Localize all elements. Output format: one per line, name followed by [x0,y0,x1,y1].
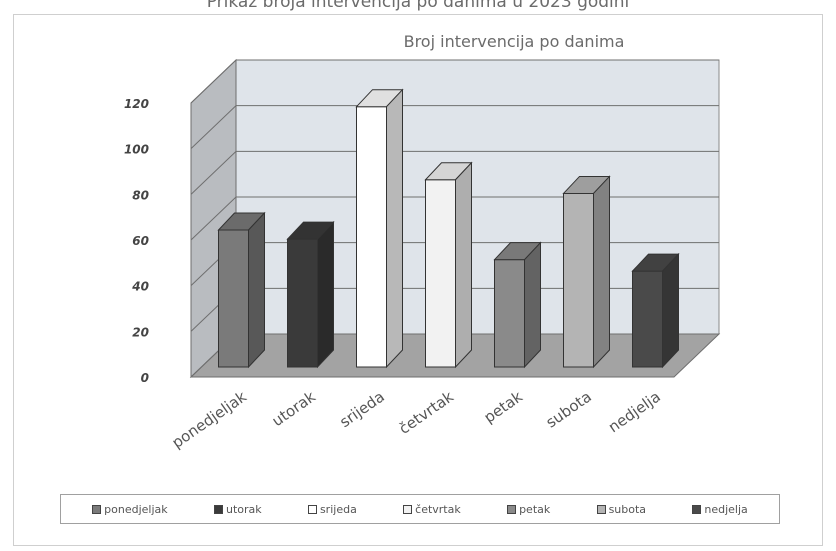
legend-item: petak [507,503,550,516]
x-tick-label: subota [543,388,595,432]
x-tick-label: nedjelja [605,388,664,437]
y-tick-label: 20 [132,325,149,339]
x-tick-label: utorak [269,387,319,430]
legend-swatch [596,504,606,514]
bar-side [662,252,679,369]
y-tick-label: 40 [131,280,149,294]
y-tick-label: 0 [141,371,149,385]
chart-frame: Broj intervencija po danima 0 20 40 60 80 100 1… [13,14,823,546]
legend-label: subota [608,502,647,516]
legend-swatch [507,504,517,514]
bar-side [593,175,610,369]
bar-side [386,88,403,369]
x-tick-label: ponedjeljak [169,387,250,452]
legend-label: ponedjeljak [104,502,168,516]
y-tick-label: 120 [124,97,149,111]
page-title: Prikaz broja intervencija po danima u 20… [206,0,630,12]
gridline [190,105,719,150]
legend-swatch [307,504,317,514]
bar-side [524,241,541,369]
legend-swatch [692,504,702,514]
bar [632,270,663,368]
legend-item: srijeda [307,502,357,516]
bar-side [317,220,334,369]
legend-item: utorak [213,502,262,516]
bar [356,106,387,368]
bar [287,238,318,368]
legend-label: srijeda [319,502,357,516]
y-tick-label: 80 [132,188,149,202]
bar [563,192,594,368]
legend-item: subota [596,502,647,516]
gridline [190,59,719,104]
x-tick-label: srijeda [336,388,387,432]
legend-swatch [92,504,102,514]
bar [425,179,456,368]
legend-label: nedjelja [704,502,748,516]
chart-title: Broj intervencija po danima [404,32,625,51]
legend-item: ponedjeljak [92,502,168,516]
bar-chart: Broj intervencija po danima 0 20 40 60 80 100 1… [124,32,721,452]
bar-side [455,161,472,369]
gridline [190,196,719,241]
legend-swatch [403,504,413,514]
chart-legend: ponedjeljak utorak srijeda četvrtak petak sub… [60,494,780,524]
legend-label: petak [519,502,551,516]
bar [494,259,525,368]
bar-side [248,211,265,369]
y-tick-label: 60 [132,234,149,248]
y-tick-label: 100 [124,143,149,157]
legend-swatch [213,504,223,514]
bar [218,229,249,368]
gridline [190,150,719,195]
legend-item: četvrtak [403,503,461,516]
legend-label: utorak [225,502,262,516]
x-tick-label: petak [481,387,526,426]
x-tick-label: četvrtak [396,387,458,438]
legend-item: nedjelja [692,502,748,516]
legend-label: četvrtak [415,502,461,516]
